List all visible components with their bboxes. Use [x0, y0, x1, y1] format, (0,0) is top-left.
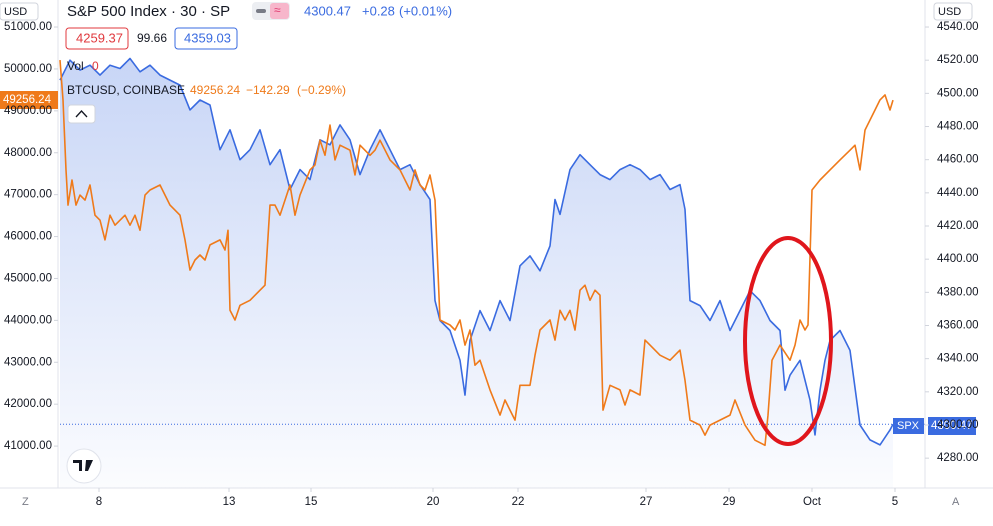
x-tick-label: 22: [512, 496, 525, 508]
y-tick-label: 47000.00: [4, 189, 52, 201]
btc-change: −142.29: [246, 83, 290, 97]
btc-last: 49256.24: [190, 83, 240, 97]
y2-tick-label: 4540.00: [937, 21, 979, 33]
y2-tick-label: 4280.00: [937, 452, 979, 464]
icon: ≈: [274, 3, 281, 17]
x-tick-label: 29: [723, 496, 736, 508]
collapse-icon: [75, 110, 88, 118]
x-tick-label: 15: [305, 496, 318, 508]
btc-change-pct: (−0.29%): [297, 83, 346, 97]
y-tick-label: 45000.00: [4, 272, 52, 284]
ohlc-range: 99.66: [137, 31, 167, 45]
spx-tag: [893, 418, 924, 434]
y2-tick-label: 4360.00: [937, 320, 979, 332]
x-tick-label: 13: [223, 496, 236, 508]
low-box: [65, 27, 129, 50]
btc-price-text: 49256.24: [3, 94, 52, 106]
legend-btc: BTCUSD, COINBASE: [67, 83, 185, 97]
y2-tick-label: 4340.00: [937, 353, 979, 365]
currency-button[interactable]: [933, 2, 973, 21]
spx-change: +0.28: [362, 3, 395, 18]
y2-tick-label: 4320.00: [937, 386, 979, 398]
x-tick-label: Oct: [803, 496, 822, 508]
currency-right: USD: [938, 6, 961, 18]
series-line: [59, 60, 894, 447]
x-tick-label: 8: [96, 496, 102, 508]
collapse-button[interactable]: [67, 104, 96, 124]
x-tick-label: 20: [427, 496, 440, 508]
high-box: [174, 27, 238, 50]
y2-tick-label: 4400.00: [937, 253, 979, 265]
x-tick-label: 27: [640, 496, 653, 508]
plot-area: [59, 57, 925, 488]
corner-right[interactable]: A: [952, 496, 960, 508]
icon: [256, 9, 266, 13]
currency-left: USD: [4, 6, 27, 18]
logo-mark: [73, 460, 93, 471]
y2-tick-label: 4420.00: [937, 220, 979, 232]
y2-tick-label: 4300.00: [937, 419, 979, 431]
y-tick-label: 48000.00: [4, 147, 52, 159]
y-tick-label: 49000.00: [4, 105, 52, 117]
y-tick-label: 46000.00: [4, 231, 52, 243]
volume-label: Vol: [67, 59, 84, 73]
area: [60, 58, 893, 488]
y-tick-label: 50000.00: [4, 63, 52, 75]
y-tick-label: 41000.00: [4, 440, 52, 452]
x-tick-label: 5: [892, 496, 898, 508]
y2-tick-label: 4440.00: [937, 187, 979, 199]
series-line: [59, 57, 894, 446]
y-tick-label: 44000.00: [4, 314, 52, 326]
spx-price-label: [928, 417, 976, 435]
y-tick-label: 51000.00: [4, 21, 52, 33]
icon: [270, 3, 289, 19]
ohlc-low: 4259.37: [76, 30, 123, 45]
y2-tick-label: 4380.00: [937, 286, 979, 298]
y2-tick-label: 4500.00: [937, 87, 979, 99]
spx-change-pct: (+0.01%): [399, 3, 452, 18]
y2-tick-label: 4480.00: [937, 121, 979, 133]
spx-last: 4300.47: [304, 3, 351, 18]
spx-tag-text: SPX: [897, 420, 920, 432]
y2-tick-label: 4460.00: [937, 154, 979, 166]
highlight-ellipse: [743, 236, 833, 446]
logo[interactable]: [66, 448, 102, 484]
volume-value: 0: [92, 59, 99, 73]
corner-left[interactable]: Z: [22, 496, 29, 508]
currency-button[interactable]: [0, 2, 39, 21]
chart-title: S&P 500 Index · 30 · SP: [67, 3, 230, 20]
y-tick-label: 43000.00: [4, 356, 52, 368]
y-tick-label: 42000.00: [4, 398, 52, 410]
y2-tick-label: 4520.00: [937, 54, 979, 66]
ohlc-high: 4359.03: [184, 30, 231, 45]
spx-price-text: 4300.47: [931, 420, 973, 432]
btc-price-label: [0, 91, 58, 109]
